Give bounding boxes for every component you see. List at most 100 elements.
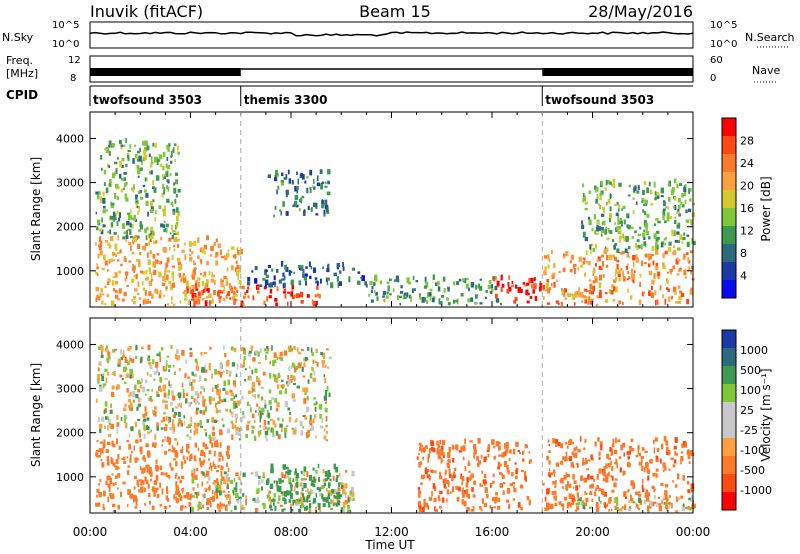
vel-cells-cell-790 (101, 345, 104, 352)
vel-cells-cell-1435 (515, 469, 518, 475)
power-cells-cell-706 (342, 261, 344, 267)
power-cells-cell-553 (167, 181, 170, 184)
vel-cells-cell-1884 (652, 473, 656, 477)
vel-cells-cell-303 (96, 488, 100, 493)
vel-cells-cell-1299 (292, 499, 294, 506)
power-cells-cell-727 (264, 269, 267, 276)
power-cells-cell-524 (144, 228, 147, 234)
vel-cells-cell-275 (142, 456, 144, 460)
power-cells-cell-739 (288, 270, 291, 276)
vel-cells-cell-1421 (477, 438, 481, 444)
power-cells-cell-493 (152, 230, 155, 237)
power-cells-cell-1122 (628, 276, 631, 280)
power-cells-cell-826 (280, 180, 284, 183)
y-tick-label-2000: 2000 (56, 221, 84, 234)
power-cells-cell-107 (177, 261, 181, 266)
vel-cells-cell-1419 (437, 495, 440, 500)
power-cells-cell-135 (227, 249, 230, 253)
vel-cells-cell-1674 (666, 450, 669, 455)
vel-cells-cell-410 (192, 374, 196, 377)
power-cells-cell-867 (414, 288, 416, 291)
power-cells-cell-923 (462, 278, 465, 281)
power-cells-cell-1003 (547, 264, 550, 269)
power-cells-cell-349 (174, 159, 176, 162)
vel-cells-cell-1143 (294, 500, 298, 505)
vel-cells-cell-815 (213, 419, 217, 423)
power-cells-cell-474 (170, 160, 173, 164)
vel-cells-cell-1644 (644, 494, 647, 498)
vel-cells-cell-1472 (470, 509, 474, 512)
power-cells-cell-833 (467, 298, 471, 303)
vel-cells-cell-1921 (666, 498, 669, 502)
power-cells-cell-110 (125, 236, 128, 242)
vel-cbar-tick-6: -500 (740, 464, 765, 477)
vel-cells-cell-1879 (615, 437, 617, 444)
vel-cells-cell-1498 (514, 462, 517, 465)
power-cells-cell-378 (152, 186, 155, 190)
vel-cells-cell-1890 (632, 484, 635, 490)
vel-cells-cell-1445 (452, 487, 454, 493)
vel-cells-cell-315 (103, 439, 106, 445)
vel-cells-cell-513 (181, 382, 184, 388)
power-cells-cell-1366 (617, 231, 621, 234)
power-cells-cell-1044 (598, 282, 602, 289)
vel-cells-cell-148 (149, 471, 153, 477)
vel-cells-cell-1241 (341, 484, 344, 489)
power-cells-cell-527 (153, 156, 158, 163)
vel-cells-cell-45 (168, 437, 172, 444)
vel-cells-cell-72 (149, 466, 152, 473)
power-cells-cell-415 (108, 144, 111, 148)
vel-cells-cell-1127 (345, 492, 347, 495)
power-cells-cell-1161 (580, 291, 583, 298)
vel-cells-cell-1867 (654, 437, 658, 442)
vel-cells-cell-258 (227, 454, 230, 459)
vel-cells-cell-1749 (655, 473, 658, 478)
vel-cells-cell-825 (288, 416, 291, 423)
vel-cells-cell-811 (139, 385, 143, 389)
power-cells-cell-965 (533, 277, 536, 281)
vel-cells-cell-783 (154, 434, 157, 440)
nsky-tick-bottom: 10^0 (52, 39, 79, 50)
power-cells-cell-525 (121, 158, 125, 162)
vel-cells-cell-399 (242, 411, 245, 415)
power-cells-cell-1025 (548, 258, 551, 262)
vel-cells-cell-1161 (268, 490, 272, 494)
vel-cells-cell-1724 (628, 463, 631, 467)
vel-cells-cell-495 (190, 416, 193, 423)
power-cells-cell-78 (98, 236, 102, 242)
power-cells-cell-181 (228, 283, 231, 289)
vel-cells-cell-592 (104, 401, 108, 407)
power-cells-cell-177 (197, 255, 200, 260)
power-cells-cell-1002 (618, 300, 622, 305)
vel-cbar-tick-4: -25 (740, 424, 758, 437)
vel-cells-cell-406 (217, 370, 221, 375)
power-cells-cell-824 (306, 175, 309, 179)
power-cells-cell-1156 (621, 301, 624, 306)
power-cells-cell-676 (313, 267, 316, 273)
vel-cells-cell-1702 (637, 445, 640, 450)
vel-cells-cell-1105 (193, 470, 196, 476)
power-cells-cell-640 (291, 283, 294, 290)
vel-cells-cell-550 (160, 347, 164, 351)
vel-cells-cell-1932 (664, 505, 668, 509)
power-cells-cell-296 (211, 271, 213, 278)
power-cells-cell-19 (220, 249, 222, 255)
power-cells-cell-856 (488, 279, 492, 284)
vel-cells-cell-1637 (646, 463, 649, 468)
vel-cells-cell-1750 (585, 459, 588, 465)
vel-cells-cell-1480 (444, 478, 447, 484)
vel-cells-cell-1348 (503, 451, 507, 456)
power-cells-cell-795 (323, 214, 326, 217)
vel-cells-cell-1128 (214, 484, 217, 489)
vel-cells-cell-290 (106, 456, 110, 462)
power-cells-cell-935 (397, 294, 399, 301)
power-cells-cell-1346 (676, 224, 679, 229)
vel-cells-cell-986 (269, 360, 272, 365)
power-cells-cell-1331 (623, 235, 627, 242)
power-cells-cell-43 (166, 274, 169, 281)
vel-cells-cell-289 (147, 483, 150, 489)
power-cells-cell-1273 (643, 241, 647, 246)
power-cells-cell-787 (326, 206, 329, 210)
vel-cells-cell-92 (161, 444, 163, 447)
